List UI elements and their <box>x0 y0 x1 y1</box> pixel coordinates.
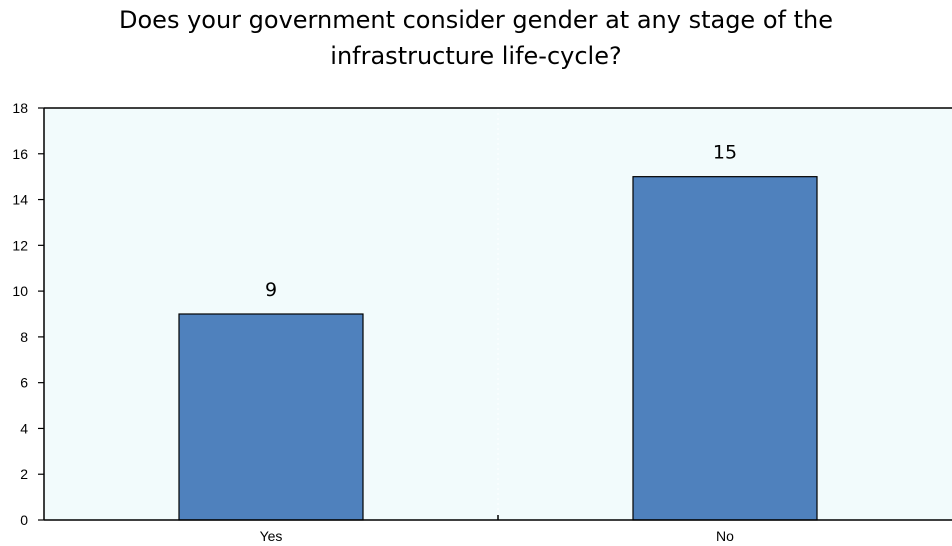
bar-no <box>632 176 818 521</box>
chart-title-line-1: Does your government consider gender at … <box>119 6 833 34</box>
y-tick-label-10: 10 <box>12 283 28 299</box>
y-tick-label-18: 18 <box>12 100 28 116</box>
labels-group: 9 Yes 15 No 0 2 4 6 8 10 12 14 16 18 <box>12 100 737 544</box>
data-label-yes: 9 <box>265 279 277 301</box>
y-tick-label-16: 16 <box>12 146 28 162</box>
chart-title-line-2: infrastructure life-cycle? <box>330 42 622 70</box>
y-tick-label-6: 6 <box>20 375 28 391</box>
bar-yes <box>178 313 364 521</box>
data-label-no: 15 <box>713 142 737 164</box>
bars-group <box>178 176 818 521</box>
x-tick-label-yes: Yes <box>260 528 283 544</box>
y-tick-label-2: 2 <box>20 466 28 482</box>
y-tick-label-0: 0 <box>20 512 28 528</box>
chart-title: Does your government consider gender at … <box>0 0 952 74</box>
y-tick-label-8: 8 <box>20 329 28 345</box>
axes-group <box>38 107 952 521</box>
x-tick-label-no: No <box>716 528 734 544</box>
y-tick-label-4: 4 <box>20 420 28 436</box>
y-tick-label-12: 12 <box>12 237 28 253</box>
y-tick-label-14: 14 <box>12 192 28 208</box>
